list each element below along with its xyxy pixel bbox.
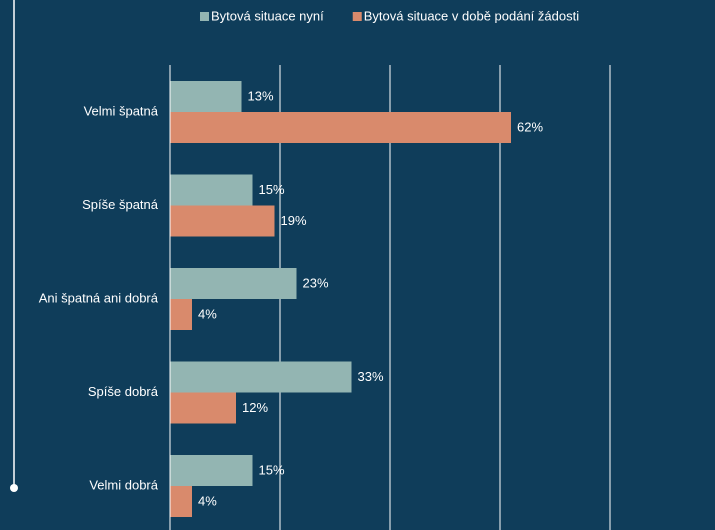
data-label: 62% (517, 119, 543, 134)
bar (170, 174, 253, 206)
bar (170, 81, 242, 112)
bar (170, 268, 297, 299)
data-label: 15% (259, 462, 285, 477)
y-tick-label: Ani špatná ani dobrá (39, 290, 159, 305)
data-label: 23% (303, 275, 329, 290)
data-label: 12% (242, 400, 268, 415)
data-label: 4% (198, 493, 217, 508)
bar (170, 392, 236, 424)
bar (170, 205, 275, 237)
data-label: 33% (358, 369, 384, 384)
bar (170, 486, 192, 517)
bar (170, 112, 511, 143)
legend-swatch (352, 12, 362, 21)
legend-label: Bytová situace v době podání žádosti (364, 8, 579, 23)
y-tick-label: Spíše špatná (82, 197, 159, 212)
legend-label: Bytová situace nyní (211, 8, 324, 23)
data-label: 4% (198, 306, 217, 321)
decor-dot (10, 484, 18, 492)
data-label: 15% (259, 182, 285, 197)
data-label: 19% (281, 213, 307, 228)
y-tick-label: Velmi špatná (84, 103, 159, 118)
bar (170, 299, 192, 330)
y-tick-label: Velmi dobrá (89, 477, 158, 492)
data-label: 13% (248, 88, 274, 103)
bar (170, 361, 352, 393)
legend-swatch (200, 12, 209, 21)
bar (170, 455, 253, 486)
y-tick-label: Spíše dobrá (88, 384, 159, 399)
